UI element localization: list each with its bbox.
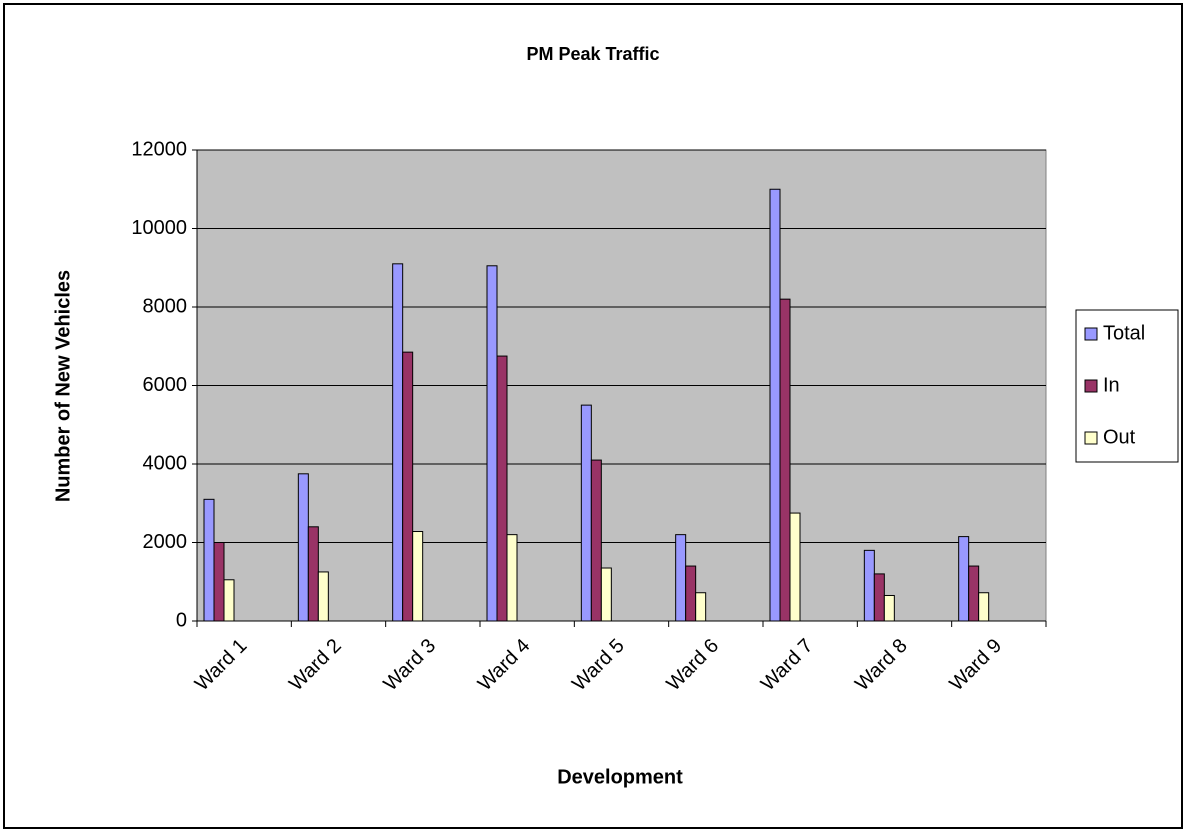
bar <box>685 565 697 622</box>
bar <box>883 594 895 622</box>
bar <box>317 571 329 622</box>
bar <box>978 592 990 622</box>
bar <box>600 567 612 622</box>
bar <box>496 355 508 622</box>
bar <box>873 573 885 622</box>
bar <box>486 265 498 622</box>
bar <box>789 512 801 622</box>
bar <box>213 542 225 622</box>
legend-label: Total <box>1103 322 1145 344</box>
y-tick-label: 12000 <box>131 138 187 160</box>
bar <box>506 534 518 622</box>
bar <box>223 579 235 622</box>
bar <box>779 298 791 622</box>
y-tick-label: 10000 <box>131 217 187 239</box>
bar <box>695 592 707 622</box>
legend-label: In <box>1103 374 1120 396</box>
legend-swatch <box>1084 431 1098 445</box>
bar <box>863 549 875 622</box>
x-axis-label: Development <box>557 766 683 788</box>
chart-title: PM Peak Traffic <box>526 44 659 64</box>
legend-swatch <box>1084 327 1098 341</box>
bar <box>392 263 404 622</box>
bar <box>297 473 309 622</box>
y-tick-label: 6000 <box>143 374 188 396</box>
bar <box>203 498 215 622</box>
y-tick-label: 0 <box>176 609 187 631</box>
legend-swatch <box>1084 379 1098 393</box>
bar <box>412 531 424 622</box>
bar <box>968 565 980 622</box>
bar <box>675 534 687 622</box>
legend-label: Out <box>1103 426 1136 448</box>
bar <box>580 404 592 622</box>
y-axis-label: Number of New Vehicles <box>52 270 74 502</box>
y-tick-label: 4000 <box>143 452 188 474</box>
bar <box>590 459 602 622</box>
y-tick-label: 8000 <box>143 295 188 317</box>
y-tick-label: 2000 <box>143 531 188 553</box>
bar <box>307 526 319 622</box>
bar <box>402 351 414 622</box>
bar <box>958 536 970 622</box>
bar <box>769 188 781 622</box>
